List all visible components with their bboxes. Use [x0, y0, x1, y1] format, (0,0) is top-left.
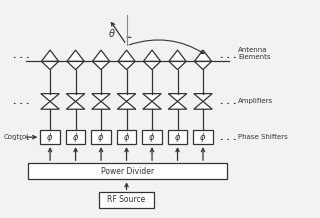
FancyBboxPatch shape [168, 130, 188, 144]
Text: $\phi$: $\phi$ [174, 131, 181, 144]
Text: $\phi$: $\phi$ [46, 131, 54, 144]
Polygon shape [143, 50, 161, 61]
Polygon shape [169, 61, 186, 70]
Polygon shape [41, 94, 59, 101]
Polygon shape [143, 61, 161, 70]
Text: Phase Shifters: Phase Shifters [238, 134, 288, 140]
Polygon shape [143, 101, 161, 109]
Text: Antenna
Elements: Antenna Elements [238, 47, 270, 60]
FancyBboxPatch shape [91, 130, 111, 144]
Polygon shape [195, 50, 212, 61]
Polygon shape [92, 94, 110, 101]
Polygon shape [195, 61, 212, 70]
Polygon shape [194, 94, 212, 101]
Polygon shape [92, 101, 110, 109]
Polygon shape [42, 61, 59, 70]
Polygon shape [194, 101, 212, 109]
Text: $\theta$: $\theta$ [108, 27, 116, 39]
Text: . . .: . . . [220, 51, 237, 60]
Text: Power Divider: Power Divider [101, 167, 154, 176]
Polygon shape [67, 61, 84, 70]
Polygon shape [168, 101, 187, 109]
Polygon shape [117, 94, 136, 101]
FancyBboxPatch shape [193, 130, 213, 144]
Polygon shape [169, 50, 186, 61]
Text: Control: Control [4, 134, 29, 140]
Text: $\phi$: $\phi$ [199, 131, 207, 144]
Polygon shape [42, 50, 59, 61]
Text: RF Source: RF Source [108, 196, 146, 204]
Polygon shape [66, 94, 85, 101]
Text: . . .: . . . [13, 97, 29, 106]
Polygon shape [118, 61, 135, 70]
Text: $\phi$: $\phi$ [97, 131, 105, 144]
Text: . . .: . . . [13, 51, 29, 60]
Polygon shape [92, 50, 110, 61]
Polygon shape [66, 101, 85, 109]
Polygon shape [168, 94, 187, 101]
Text: $\phi$: $\phi$ [72, 131, 79, 144]
Text: Amplifiers: Amplifiers [238, 98, 273, 104]
Polygon shape [92, 61, 110, 70]
Polygon shape [117, 101, 136, 109]
FancyBboxPatch shape [28, 163, 227, 179]
Text: . . .: . . . [220, 133, 237, 142]
FancyBboxPatch shape [40, 130, 60, 144]
Text: . . .: . . . [13, 133, 29, 142]
FancyBboxPatch shape [117, 130, 136, 144]
Text: $\phi$: $\phi$ [123, 131, 130, 144]
Text: $\phi$: $\phi$ [148, 131, 156, 144]
Polygon shape [41, 101, 59, 109]
Text: . . .: . . . [220, 97, 237, 106]
Polygon shape [143, 94, 161, 101]
Polygon shape [118, 50, 135, 61]
FancyBboxPatch shape [99, 192, 155, 208]
FancyBboxPatch shape [142, 130, 162, 144]
FancyBboxPatch shape [66, 130, 85, 144]
Polygon shape [67, 50, 84, 61]
